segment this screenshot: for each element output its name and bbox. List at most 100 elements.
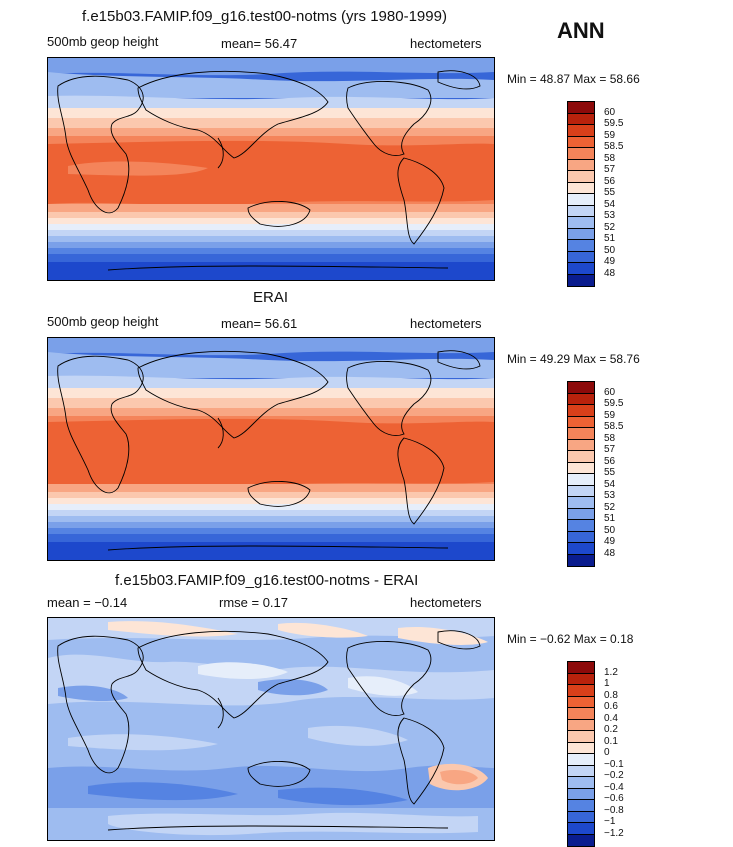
colorbar-level-label: 0.1 [604, 735, 618, 747]
panel1-colorbar [567, 101, 595, 287]
season-label: ANN [557, 18, 605, 43]
colorbar-swatch [568, 439, 594, 451]
colorbar-swatch [568, 742, 594, 754]
colorbar-swatch [568, 788, 594, 800]
colorbar-level-label: −0.8 [604, 804, 624, 816]
colorbar-level-label: −0.4 [604, 781, 624, 793]
colorbar-level-label: −0.2 [604, 770, 624, 781]
colorbar-swatch [568, 382, 594, 394]
colorbar-level-label: 0.6 [604, 701, 618, 712]
panel1-variable: 500mb geop height [47, 34, 159, 49]
colorbar-swatch [568, 719, 594, 731]
colorbar-swatch [568, 159, 594, 171]
colorbar-swatch [568, 554, 594, 566]
colorbar-swatch [568, 662, 594, 674]
panel1-minmax: Min = 48.87 Max = 58.66 [507, 72, 640, 86]
colorbar-swatch [568, 777, 594, 789]
colorbar-swatch [568, 217, 594, 229]
colorbar-swatch [568, 731, 594, 743]
colorbar-level-label: 54 [604, 198, 616, 210]
colorbar-level-label: 54 [604, 478, 616, 490]
panel1-title: f.e15b03.FAMIP.f09_g16.test00-notms (yrs… [82, 8, 447, 25]
colorbar-swatch [568, 113, 594, 125]
colorbar-level-label: 48 [604, 547, 616, 559]
colorbar-level-label: −1.2 [604, 827, 624, 839]
colorbar-level-label: −1 [604, 816, 616, 827]
colorbar-level-label: 50 [604, 524, 616, 536]
colorbar-level-label: 59 [604, 409, 616, 421]
colorbar-level-label: 48 [604, 267, 616, 279]
colorbar-level-label: 60 [604, 386, 616, 398]
colorbar-swatch [568, 102, 594, 114]
colorbar-swatch [568, 508, 594, 520]
colorbar-level-label: 58 [604, 432, 616, 444]
colorbar-swatch [568, 673, 594, 685]
colorbar-swatch [568, 416, 594, 428]
colorbar-level-label: 0.8 [604, 689, 618, 701]
colorbar-swatch [568, 485, 594, 497]
colorbar-level-label: 56 [604, 455, 616, 467]
colorbar-swatch [568, 685, 594, 697]
colorbar-swatch [568, 405, 594, 417]
panel3-minmax: Min = −0.62 Max = 0.18 [507, 632, 634, 646]
colorbar-swatch [568, 274, 594, 286]
panel3-units: hectometers [410, 595, 482, 610]
colorbar-swatch [568, 811, 594, 823]
colorbar-swatch [568, 531, 594, 543]
colorbar-swatch [568, 765, 594, 777]
colorbar-level-label: 55 [604, 467, 616, 478]
colorbar-swatch [568, 800, 594, 812]
colorbar-swatch [568, 754, 594, 766]
colorbar-level-label: −0.1 [604, 758, 624, 770]
panel2-minmax: Min = 49.29 Max = 58.76 [507, 352, 640, 366]
colorbar-swatch [568, 696, 594, 708]
colorbar-level-label: 57 [604, 164, 616, 175]
panel3-rmse: rmse = 0.17 [219, 595, 289, 610]
colorbar-swatch [568, 474, 594, 486]
panel2-mean: mean= 56.61 [221, 316, 298, 331]
colorbar-level-label: 58.5 [604, 421, 624, 432]
colorbar-swatch [568, 194, 594, 206]
colorbar-level-label: 60 [604, 106, 616, 118]
panel2-map [47, 337, 495, 561]
colorbar-swatch [568, 520, 594, 532]
colorbar-swatch [568, 136, 594, 148]
colorbar-swatch [568, 451, 594, 463]
colorbar-swatch [568, 125, 594, 137]
panel2-colorbar [567, 381, 595, 567]
colorbar-level-label: 0 [604, 747, 610, 758]
colorbar-swatch [568, 497, 594, 509]
colorbar-level-label: 59.5 [604, 118, 624, 129]
panel3-colorbar [567, 661, 595, 847]
panel2-variable: 500mb geop height [47, 314, 159, 329]
panel3-title: f.e15b03.FAMIP.f09_g16.test00-notms - ER… [115, 572, 419, 589]
colorbar-level-label: 58.5 [604, 141, 624, 152]
colorbar-level-label: 56 [604, 175, 616, 187]
colorbar-swatch [568, 393, 594, 405]
colorbar-swatch [568, 251, 594, 263]
colorbar-level-label: 53 [604, 210, 616, 221]
colorbar-level-label: 52 [604, 221, 616, 233]
colorbar-level-label: −0.6 [604, 793, 624, 804]
colorbar-level-label: 51 [604, 233, 616, 244]
colorbar-level-label: 1 [604, 678, 610, 689]
colorbar-swatch [568, 205, 594, 217]
colorbar-level-label: 50 [604, 244, 616, 256]
colorbar-level-label: 52 [604, 501, 616, 513]
panel2-units: hectometers [410, 316, 482, 331]
panel1-units: hectometers [410, 36, 482, 51]
colorbar-swatch [568, 428, 594, 440]
colorbar-swatch [568, 263, 594, 275]
colorbar-level-label: 49 [604, 536, 616, 547]
colorbar-level-label: 58 [604, 152, 616, 164]
panel1-mean: mean= 56.47 [221, 36, 298, 51]
colorbar-level-label: 1.2 [604, 666, 618, 678]
colorbar-swatch [568, 171, 594, 183]
colorbar-swatch [568, 708, 594, 720]
colorbar-level-label: 0.4 [604, 712, 618, 724]
colorbar-swatch [568, 543, 594, 555]
colorbar-level-label: 0.2 [604, 724, 618, 735]
colorbar-swatch [568, 240, 594, 252]
panel3-map-svg [48, 618, 494, 840]
colorbar-swatch [568, 823, 594, 835]
